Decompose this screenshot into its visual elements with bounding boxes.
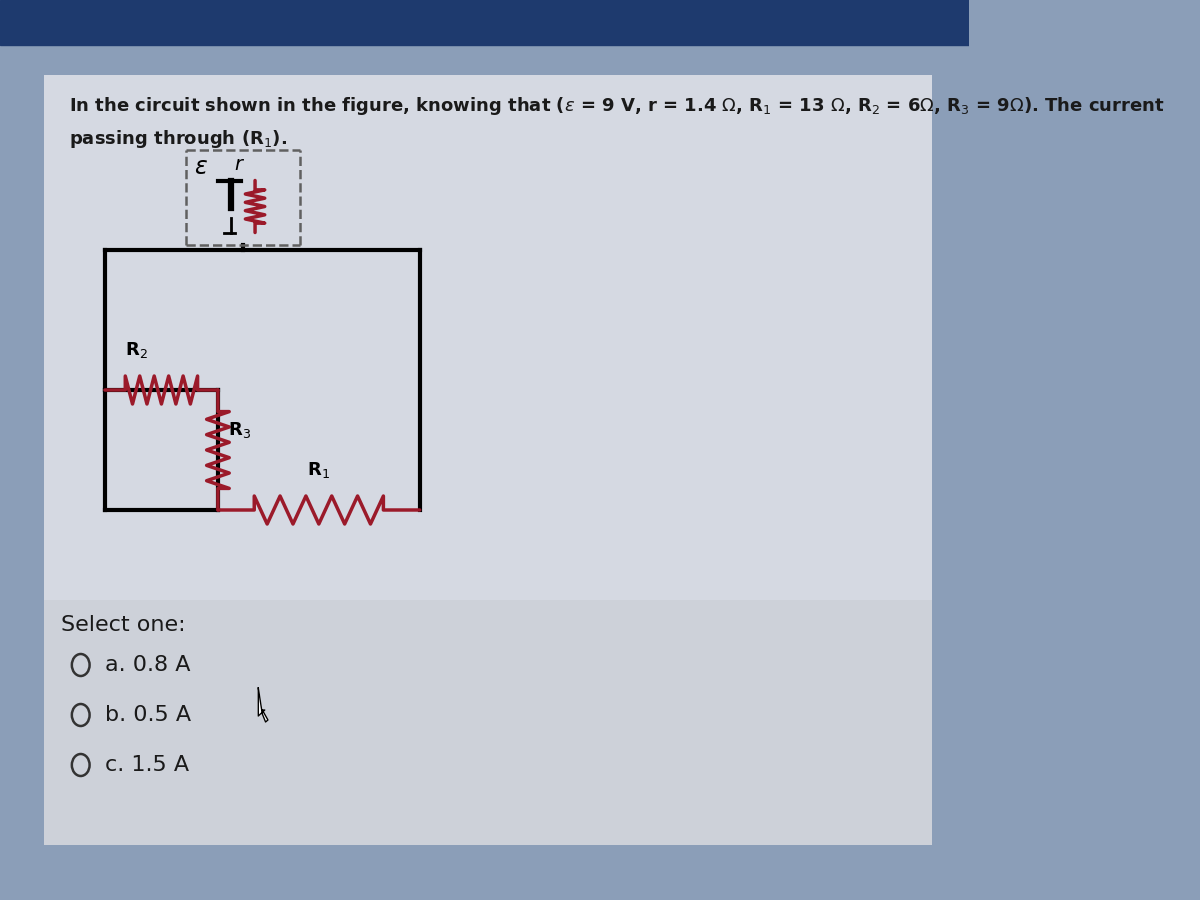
Text: passing through (R$_1$).: passing through (R$_1$).	[68, 128, 287, 150]
Text: R$_2$: R$_2$	[125, 340, 148, 360]
Polygon shape	[258, 688, 268, 722]
Text: a. 0.8 A: a. 0.8 A	[104, 655, 191, 675]
Text: $\varepsilon$: $\varepsilon$	[193, 155, 208, 179]
Text: R$_1$: R$_1$	[307, 460, 330, 480]
Bar	[44, 75, 932, 845]
Text: R$_3$: R$_3$	[228, 420, 251, 440]
Text: b. 0.5 A: b. 0.5 A	[104, 705, 191, 725]
Text: c. 1.5 A: c. 1.5 A	[104, 755, 190, 775]
Bar	[44, 75, 932, 600]
Text: Select one:: Select one:	[60, 615, 185, 635]
Bar	[0, 0, 968, 45]
Text: r: r	[234, 155, 242, 174]
Text: In the circuit shown in the figure, knowing that ($\varepsilon$ = 9 V, r = 1.4 $: In the circuit shown in the figure, know…	[68, 95, 1164, 117]
